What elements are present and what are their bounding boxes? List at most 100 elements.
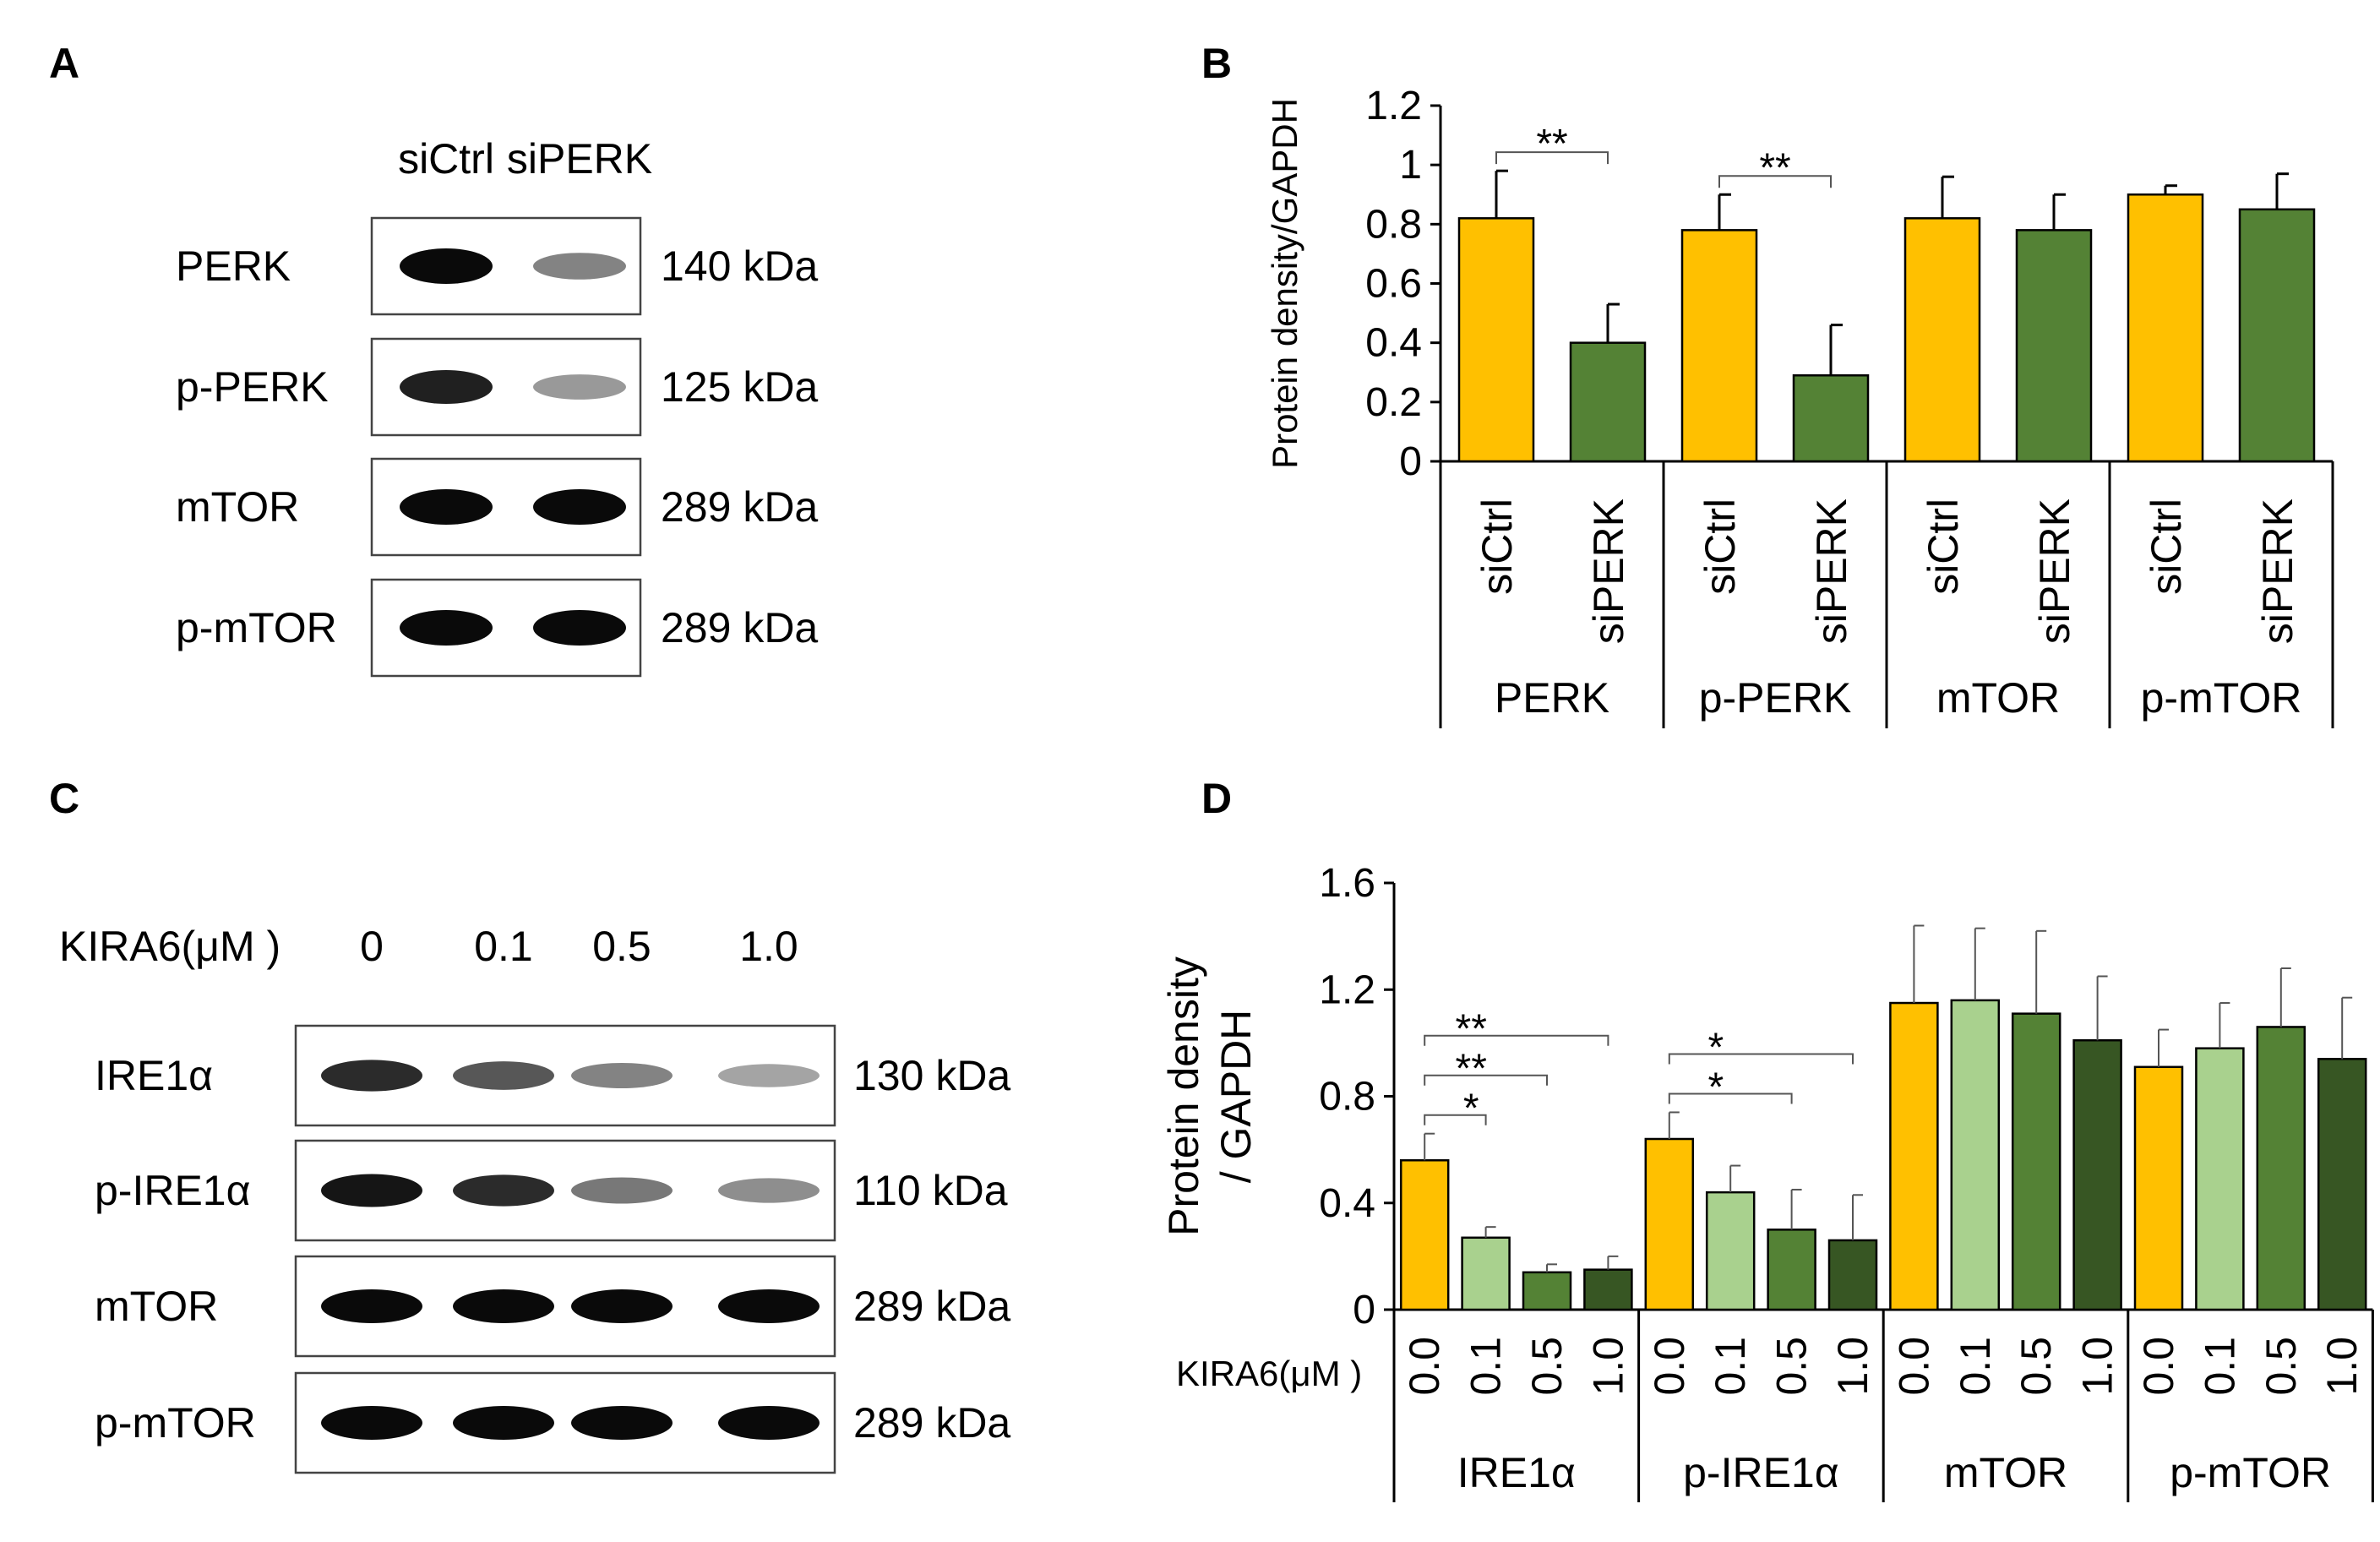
blot-band xyxy=(571,1177,673,1204)
x-bar-label: siCtrl xyxy=(1696,499,1744,595)
significance-bracket xyxy=(1668,1053,1854,1065)
y-tick-label: 0 xyxy=(1353,1288,1375,1332)
y-tick-label: 1 xyxy=(1399,143,1422,188)
y-tick-label: 1.2 xyxy=(1365,84,1422,128)
blot-band xyxy=(571,1289,673,1323)
dose-label: 0.5 xyxy=(2257,1337,2305,1396)
bar xyxy=(1680,229,1758,463)
dose-label: 0.0 xyxy=(2135,1337,2182,1396)
blot-band xyxy=(400,369,493,405)
bar xyxy=(2127,193,2204,463)
size-label: 289 kDa xyxy=(661,604,818,651)
bar xyxy=(2011,1012,2061,1311)
size-label: 125 kDa xyxy=(661,363,818,411)
bar xyxy=(1705,1191,1756,1311)
protein-label: p-mTOR xyxy=(95,1399,256,1447)
dose-label: 0.1 xyxy=(1707,1337,1754,1396)
group-label: p-PERK xyxy=(1699,674,1852,722)
lane-label: 0.5 xyxy=(592,923,651,970)
blot-band xyxy=(718,1406,820,1440)
blot-band xyxy=(718,1178,820,1203)
bar xyxy=(2072,1038,2122,1311)
y-tick-label: 0.2 xyxy=(1365,380,1422,425)
dose-label: 0.1 xyxy=(2196,1337,2243,1396)
bar xyxy=(1950,999,2001,1311)
x-bar-label: siPERK xyxy=(2254,499,2301,644)
bar xyxy=(1399,1159,1450,1311)
bar xyxy=(2238,208,2316,463)
lane-label: 0.1 xyxy=(474,923,533,970)
x-bar-label: siCtrl xyxy=(1920,499,1967,595)
blot-panel-a: siCtrl siPERK PERK 140 kDa p-PERK 125 kDa mTOR… xyxy=(176,135,818,678)
size-label: 110 kDa xyxy=(853,1167,1008,1214)
y-tick-label: 0.8 xyxy=(1365,202,1422,247)
blot-band xyxy=(453,1174,554,1207)
bar xyxy=(1569,341,1647,463)
lane-label: 1.0 xyxy=(739,923,798,970)
blot-band xyxy=(321,1406,422,1440)
significance-bracket xyxy=(1424,1114,1487,1125)
y-tick-label: 0.4 xyxy=(1319,1181,1375,1226)
significance-bracket xyxy=(1718,175,1832,188)
bar xyxy=(1583,1268,1633,1311)
group-label: p-mTOR xyxy=(2141,674,2302,722)
blot-band xyxy=(453,1061,554,1090)
group-label: IRE1α xyxy=(1457,1449,1576,1496)
bar-chart-d: 0 0.4 0.8 1.2 1.6 Protein density / GAPDH KIRA6… xyxy=(1160,861,2374,1502)
size-label: 130 kDa xyxy=(853,1052,1010,1099)
bar xyxy=(2133,1065,2184,1311)
x-bar-label: siCtrl xyxy=(1473,499,1521,595)
blot-band xyxy=(400,248,493,284)
significance-label: * xyxy=(1707,1065,1724,1109)
blot-band xyxy=(400,610,493,646)
blot-band xyxy=(533,374,626,400)
protein-label: p-IRE1α xyxy=(95,1167,251,1214)
group-label: p-mTOR xyxy=(2170,1449,2331,1496)
blot-band xyxy=(533,489,626,525)
significance-label: ** xyxy=(1536,122,1567,166)
x-bar-label: siCtrl xyxy=(2143,499,2190,595)
y-tick-label: 1.2 xyxy=(1319,967,1375,1012)
bar xyxy=(1889,1001,1939,1311)
blot-band xyxy=(533,610,626,646)
blot-band xyxy=(533,253,626,280)
protein-label: PERK xyxy=(176,242,291,290)
group-label: mTOR xyxy=(1936,674,2060,722)
y-tick-label: 0.6 xyxy=(1365,262,1422,307)
y-axis-label: Protein density xyxy=(1160,956,1207,1236)
significance-bracket xyxy=(1495,151,1609,165)
dose-label: 1.0 xyxy=(1829,1337,1876,1396)
bar-chart-b: 0 0.2 0.4 0.6 0.8 1 1.2 Protein density/GAPDH si… xyxy=(1265,84,2334,728)
blot-band xyxy=(321,1060,422,1092)
protein-label: mTOR xyxy=(95,1283,218,1330)
bar xyxy=(1461,1236,1511,1311)
significance-bracket xyxy=(1424,1074,1548,1086)
size-label: 289 kDa xyxy=(661,483,818,531)
dose-label: 1.0 xyxy=(1584,1337,1631,1396)
blot-band xyxy=(321,1289,422,1323)
bar xyxy=(1522,1271,1572,1311)
blot-band xyxy=(718,1064,820,1087)
bar xyxy=(1903,217,1981,463)
bar xyxy=(2317,1058,2367,1311)
blot-band xyxy=(321,1174,422,1207)
blot-band xyxy=(718,1289,820,1323)
y-tick-label: 0.4 xyxy=(1365,321,1422,366)
x-axis-label: KIRA6(μM ) xyxy=(1176,1354,1362,1393)
dose-label: 0.0 xyxy=(1890,1337,1937,1396)
x-bar-label: siPERK xyxy=(2031,499,2078,644)
significance-bracket xyxy=(1668,1092,1793,1104)
lane-label: siCtrl xyxy=(398,135,494,183)
panel-letter-d: D xyxy=(1201,775,1232,822)
dose-label: 1.0 xyxy=(2318,1337,2366,1396)
bar xyxy=(1792,374,1870,463)
significance-label: * xyxy=(1707,1025,1724,1070)
dose-label: 0.1 xyxy=(1952,1337,1999,1396)
y-tick-label: 0.8 xyxy=(1319,1075,1375,1120)
group-label: PERK xyxy=(1495,674,1609,722)
protein-label: IRE1α xyxy=(95,1052,213,1099)
significance-label: ** xyxy=(1456,1047,1487,1092)
significance-label: ** xyxy=(1456,1007,1487,1052)
lane-label: 0 xyxy=(360,923,384,970)
bar xyxy=(1767,1229,1816,1311)
